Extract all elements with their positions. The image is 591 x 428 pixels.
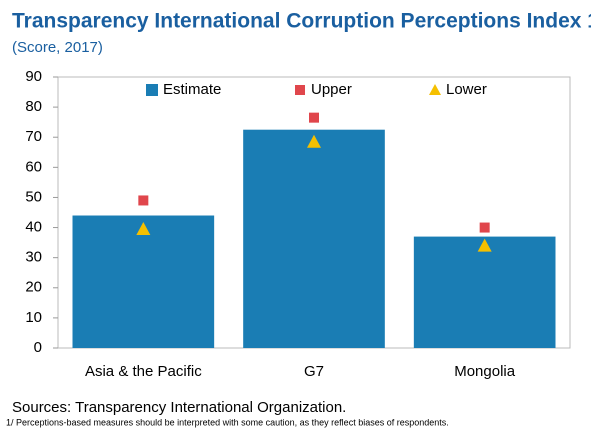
- y-tick-label: 40: [25, 219, 42, 236]
- source: Sources: Transparency International Orga…: [12, 399, 346, 416]
- y-tick-label: 80: [25, 98, 42, 115]
- legend-label: Upper: [311, 81, 352, 98]
- chart-subtitle: (Score, 2017): [12, 39, 103, 56]
- legend-swatch: [295, 85, 305, 95]
- x-tick-label: Asia & the Pacific: [85, 363, 202, 380]
- upper-marker: [309, 112, 319, 123]
- legend-swatch: [429, 84, 441, 95]
- chart-title: Transparency International Corruption Pe…: [12, 10, 591, 33]
- y-tick-label: 30: [25, 249, 42, 266]
- x-tick-label: G7: [304, 363, 324, 380]
- note: 1/ Perceptions-based measures should be …: [6, 417, 449, 427]
- lower-marker: [307, 134, 321, 148]
- legend-swatch: [146, 84, 158, 96]
- lower-marker: [477, 238, 492, 252]
- upper-marker: [479, 222, 490, 233]
- x-tick-label: Mongolia: [454, 363, 516, 380]
- y-tick-label: 90: [25, 68, 42, 85]
- bar: [243, 129, 385, 348]
- bar: [72, 215, 215, 348]
- y-tick-label: 10: [25, 309, 42, 326]
- lower-marker: [136, 222, 151, 236]
- legend-label: Estimate: [163, 81, 221, 98]
- legend-label: Lower: [446, 81, 487, 98]
- bar: [413, 236, 556, 348]
- y-tick-label: 50: [25, 188, 42, 205]
- y-tick-label: 0: [34, 339, 42, 356]
- upper-marker: [138, 195, 149, 206]
- y-tick-label: 20: [25, 279, 42, 296]
- y-tick-label: 70: [25, 128, 42, 145]
- y-tick-label: 60: [25, 158, 42, 175]
